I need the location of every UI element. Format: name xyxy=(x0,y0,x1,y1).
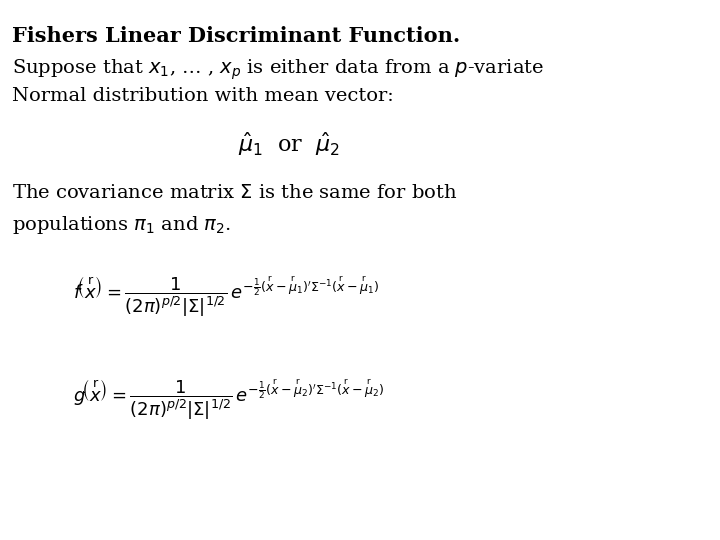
Text: Fishers Linear Discriminant Function.: Fishers Linear Discriminant Function. xyxy=(12,25,460,45)
Text: The covariance matrix $\Sigma$ is the same for both: The covariance matrix $\Sigma$ is the sa… xyxy=(12,184,457,202)
Text: $g\!\left(\overset{\mathrm{r}}{x}\right)=\dfrac{1}{(2\pi)^{p/2}|\Sigma|^{1/2}}\,: $g\!\left(\overset{\mathrm{r}}{x}\right)… xyxy=(73,377,384,422)
Text: populations $\pi_1$ and $\pi_2$.: populations $\pi_1$ and $\pi_2$. xyxy=(12,214,231,235)
Text: $f\!\left(\overset{\mathrm{r}}{x}\right)=\dfrac{1}{(2\pi)^{p/2}|\Sigma|^{1/2}}\,: $f\!\left(\overset{\mathrm{r}}{x}\right)… xyxy=(73,275,379,320)
Text: Suppose that $x_1$, … , $x_p$ is either data from a $p$-variate: Suppose that $x_1$, … , $x_p$ is either … xyxy=(12,58,544,82)
Text: $\hat{\mu}_1$  or  $\hat{\mu}_2$: $\hat{\mu}_1$ or $\hat{\mu}_2$ xyxy=(238,130,340,158)
Text: Normal distribution with mean vector:: Normal distribution with mean vector: xyxy=(12,87,394,105)
